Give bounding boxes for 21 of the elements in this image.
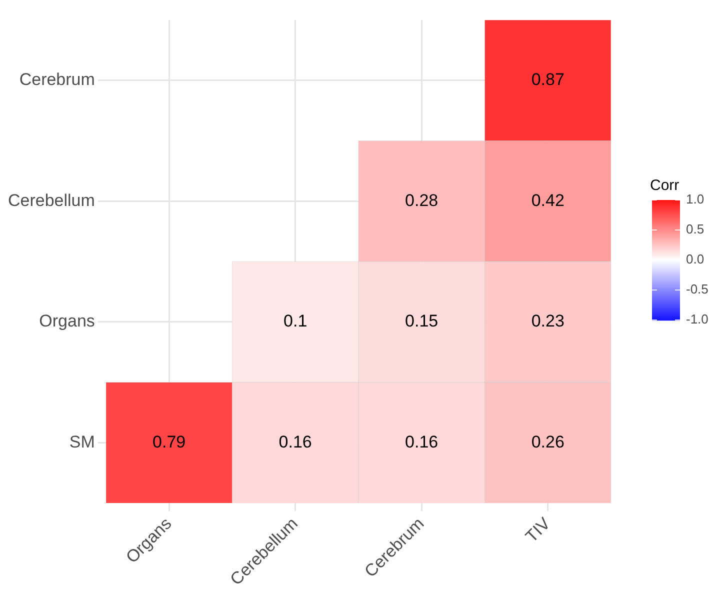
data-label: 0.28 bbox=[405, 190, 438, 210]
color-bar-label: 1.0 bbox=[686, 192, 704, 207]
data-label: 0.15 bbox=[405, 312, 438, 331]
data-label: 0.1 bbox=[284, 312, 308, 331]
data-label: 0.87 bbox=[531, 70, 564, 90]
y-tick-label: SM bbox=[69, 432, 95, 452]
y-tick-label: Organs bbox=[39, 312, 95, 331]
color-bar-label: -0.5 bbox=[686, 282, 708, 297]
data-label: 0.23 bbox=[531, 312, 564, 331]
data-label: 0.26 bbox=[531, 432, 564, 452]
color-bar-label: 0.5 bbox=[686, 222, 704, 237]
color-bar-label: -1.0 bbox=[686, 312, 708, 327]
data-label: 0.42 bbox=[531, 190, 564, 210]
data-label: 0.79 bbox=[152, 432, 186, 452]
y-tick-label: Cerebellum bbox=[8, 190, 95, 210]
data-label: 0.16 bbox=[278, 432, 312, 452]
y-tick-label: Cerebrum bbox=[19, 70, 95, 90]
color-bar-label: 0.0 bbox=[686, 252, 704, 267]
data-label: 0.16 bbox=[405, 432, 438, 452]
x-tick-label: TIV bbox=[522, 514, 554, 546]
color-bar-title: Corr bbox=[650, 177, 680, 194]
